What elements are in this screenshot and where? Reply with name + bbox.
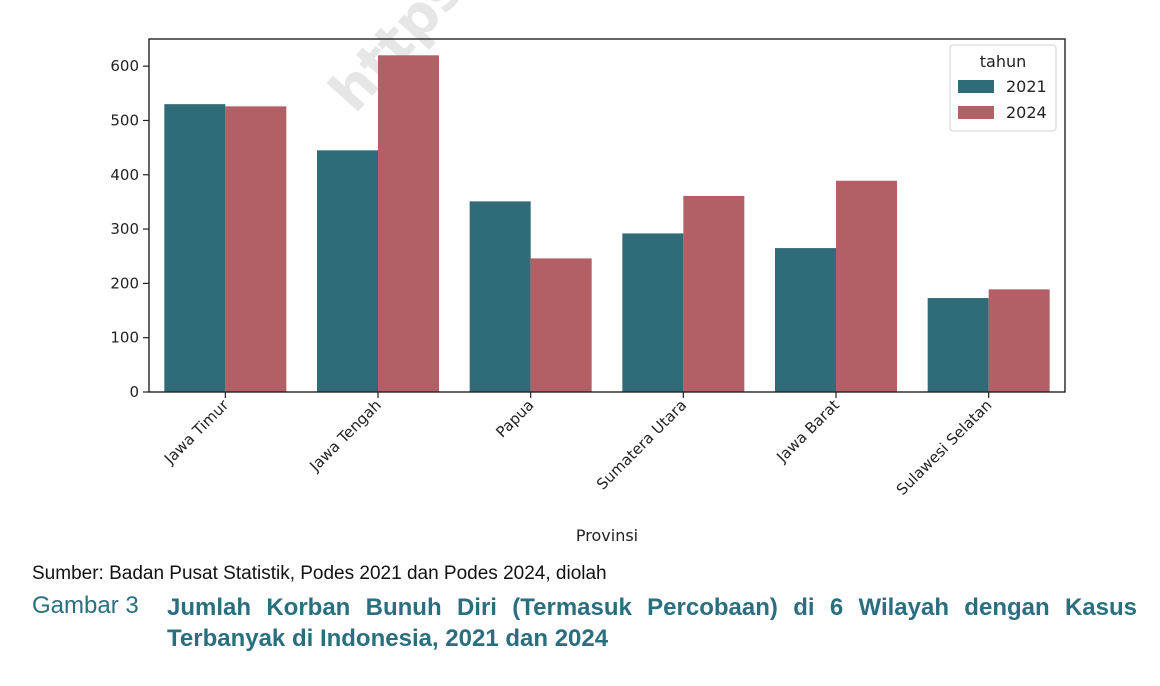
bar-2021-sulawesi-selatan [927,298,989,392]
x-tick-label: Sumatera Utara [593,396,690,493]
y-tick-label: 0 [129,383,139,401]
y-tick-label: 100 [110,329,139,347]
bar-2024-jawa-barat [836,180,897,392]
figure-label: Gambar 3 [32,592,139,619]
bar-2021-sumatera-utara [622,233,684,392]
y-axis: 0 100 200 300 400 500 600 [110,57,149,401]
x-axis: Jawa Timur Jawa Tengah Papua Sumatera Utara… [160,392,995,499]
bar-2024-sumatera-utara [683,195,745,392]
x-tick-label: Papua [492,396,537,441]
legend-label-2024: 2024 [1006,103,1047,122]
bar-2021-papua [469,201,531,392]
bar-2024-jawa-tengah [378,55,439,393]
y-tick-label: 200 [110,274,139,292]
bar-2021-jawa-barat [775,248,836,392]
bar-series [164,55,1050,393]
y-tick-label: 500 [110,111,139,129]
bar-2024-sulawesi-selatan [988,289,1050,392]
legend-title: tahun [980,52,1027,71]
x-tick-label: Jawa Timur [160,396,233,469]
bar-2024-papua [530,258,592,392]
bar-2021-jawa-tengah [317,150,378,392]
legend-swatch-2021 [958,80,994,93]
source-note: Sumber: Badan Pusat Statistik, Podes 202… [32,563,607,584]
plot-frame [148,38,1066,393]
legend-label-2021: 2021 [1006,77,1047,96]
legend: tahun 2021 2024 [949,44,1057,132]
bar-2024-jawa-timur [225,106,287,392]
x-tick-label: Jawa Barat [772,396,842,466]
legend-swatch-2024 [958,106,994,119]
bar-2021-jawa-timur [164,104,226,393]
x-tick-label: Jawa Tengah [305,396,384,475]
y-tick-label: 400 [110,166,139,184]
x-axis-label: Provinsi [576,526,638,545]
x-tick-label: Sulawesi Selatan [893,396,996,499]
figure-title: Jumlah Korban Bunuh Diri (Termasuk Perco… [167,594,1137,652]
y-tick-label: 300 [110,220,139,238]
y-tick-label: 600 [110,57,139,75]
